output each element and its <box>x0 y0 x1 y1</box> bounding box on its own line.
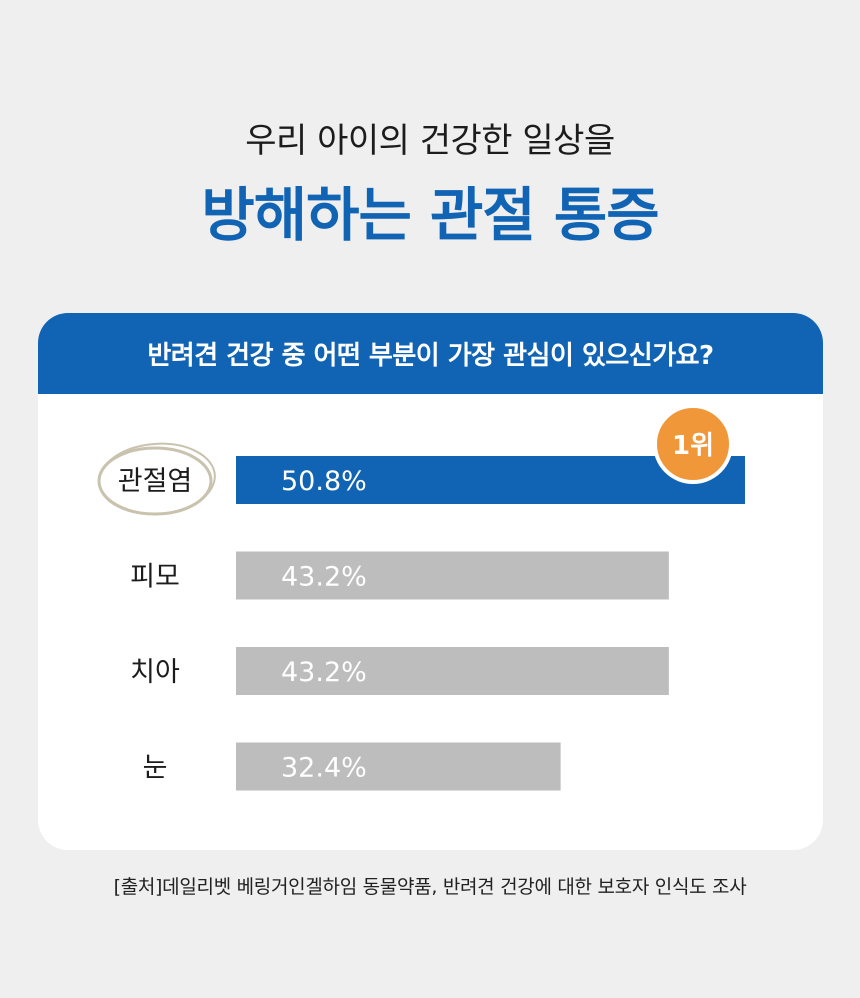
value-label: 43.2% <box>281 562 367 593</box>
category-label: 치아 <box>130 657 180 688</box>
category-label: 관절염 <box>118 466 193 497</box>
category-label: 눈 <box>143 753 168 784</box>
rank-badge-label: 1위 <box>672 431 714 461</box>
highlight-circle-stroke <box>98 442 216 516</box>
rank-badge <box>653 404 733 484</box>
chart-card: 반려견 건강 중 어떤 부분이 가장 관심이 있으신가요? 관절염 50.8% 1위… <box>38 313 823 850</box>
question-header: 반려견 건강 중 어떤 부분이 가장 관심이 있으신가요? <box>38 313 823 394</box>
subtitle: 우리 아이의 건강한 일상을 <box>245 121 615 161</box>
value-label: 32.4% <box>281 753 367 784</box>
value-label: 50.8% <box>281 466 367 497</box>
source-note: [출처]데일리벳 베링거인겔하임 동물약품, 반려견 건강에 대한 보호자 인식… <box>113 876 747 898</box>
bar <box>236 742 561 791</box>
bar <box>236 647 669 695</box>
page-title: 방해하는 관절 통증 <box>201 181 659 249</box>
category-label: 피모 <box>130 562 180 593</box>
bar <box>236 551 669 600</box>
value-label: 43.2% <box>281 657 367 688</box>
